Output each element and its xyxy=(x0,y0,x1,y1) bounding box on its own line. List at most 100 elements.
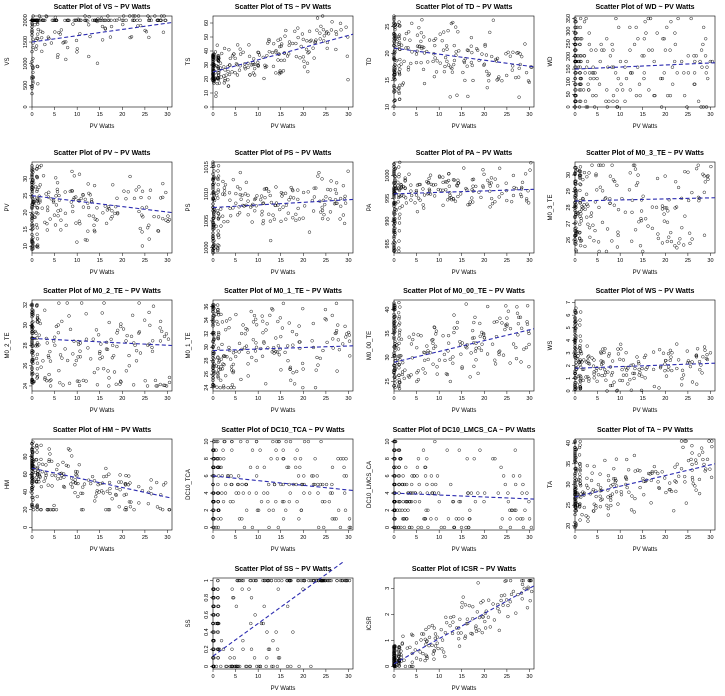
data-point xyxy=(47,372,51,377)
x-tick-label: 20 xyxy=(119,535,125,541)
data-point xyxy=(613,179,617,184)
data-point xyxy=(393,381,397,385)
data-point xyxy=(396,500,401,504)
data-point xyxy=(574,467,578,471)
data-point xyxy=(514,611,518,615)
data-point xyxy=(316,482,320,487)
data-point xyxy=(682,243,686,247)
x-tick-label: 5 xyxy=(53,258,56,264)
data-point xyxy=(642,493,646,497)
data-point xyxy=(161,30,166,34)
data-point xyxy=(392,33,396,37)
data-point xyxy=(404,465,408,469)
data-point xyxy=(30,315,34,319)
data-point xyxy=(81,491,85,496)
data-point xyxy=(317,525,321,530)
data-point xyxy=(397,383,401,388)
data-point xyxy=(265,578,270,583)
data-point xyxy=(263,196,267,200)
data-point xyxy=(614,16,618,21)
data-point xyxy=(466,491,470,495)
data-point xyxy=(60,356,64,360)
data-point xyxy=(76,494,80,499)
data-point xyxy=(474,184,478,188)
data-point xyxy=(48,379,52,383)
data-point xyxy=(113,211,117,216)
data-point xyxy=(115,211,120,215)
data-point xyxy=(244,664,248,669)
data-point xyxy=(228,198,232,202)
data-point xyxy=(585,476,589,480)
data-point xyxy=(317,171,321,175)
data-point xyxy=(231,500,235,504)
data-point xyxy=(211,613,215,617)
data-point xyxy=(702,190,706,194)
data-point xyxy=(86,205,91,210)
data-point xyxy=(254,341,258,345)
data-point xyxy=(36,469,40,473)
data-point xyxy=(392,202,396,206)
data-point xyxy=(343,194,347,198)
data-point xyxy=(407,172,411,176)
data-point xyxy=(470,196,474,200)
x-tick-label: 30 xyxy=(164,112,170,118)
data-point xyxy=(705,353,709,357)
x-tick-label: 25 xyxy=(323,258,329,264)
data-point xyxy=(140,189,145,193)
x-tick-label: 0 xyxy=(573,396,576,402)
x-tick-label: 20 xyxy=(300,258,306,264)
y-tick-label: 500 xyxy=(23,81,29,90)
data-point xyxy=(222,220,226,224)
trend-line xyxy=(31,337,173,347)
y-tick-label: 2000 xyxy=(23,14,29,26)
data-point xyxy=(294,465,298,469)
data-point xyxy=(520,578,524,583)
data-point xyxy=(392,645,396,649)
data-point xyxy=(466,203,470,207)
data-point xyxy=(435,365,439,369)
data-point xyxy=(431,362,435,366)
data-point xyxy=(511,173,516,178)
data-point xyxy=(397,229,401,233)
data-point xyxy=(585,202,589,206)
data-point xyxy=(493,177,497,181)
data-point xyxy=(675,366,679,371)
data-point xyxy=(406,65,411,69)
data-point xyxy=(238,211,242,215)
data-point xyxy=(301,578,305,583)
data-point xyxy=(89,357,93,361)
data-point xyxy=(442,525,447,530)
data-point xyxy=(250,525,255,530)
points xyxy=(392,160,533,253)
data-point xyxy=(573,203,577,207)
data-point xyxy=(392,173,396,177)
data-point xyxy=(146,343,150,347)
data-point xyxy=(59,228,63,232)
data-point xyxy=(590,71,595,75)
data-point xyxy=(433,439,437,444)
data-point xyxy=(274,500,278,504)
data-point xyxy=(348,354,352,358)
data-point xyxy=(482,333,486,337)
data-point xyxy=(45,379,49,383)
y-tick-label: 10 xyxy=(204,90,210,96)
data-point xyxy=(296,197,300,202)
data-point xyxy=(30,180,34,184)
data-point xyxy=(520,180,525,184)
data-point xyxy=(421,632,426,636)
data-point xyxy=(336,323,340,327)
data-point xyxy=(573,319,577,324)
data-point xyxy=(211,345,215,350)
data-point xyxy=(267,212,271,216)
data-point xyxy=(141,215,145,219)
data-point xyxy=(55,190,60,194)
data-point xyxy=(454,25,458,29)
data-point xyxy=(460,341,465,345)
data-point xyxy=(697,359,702,364)
data-point xyxy=(286,359,290,363)
data-point xyxy=(242,525,247,530)
x-tick-label: 20 xyxy=(119,112,125,118)
data-point xyxy=(230,383,234,387)
data-point xyxy=(395,343,399,347)
